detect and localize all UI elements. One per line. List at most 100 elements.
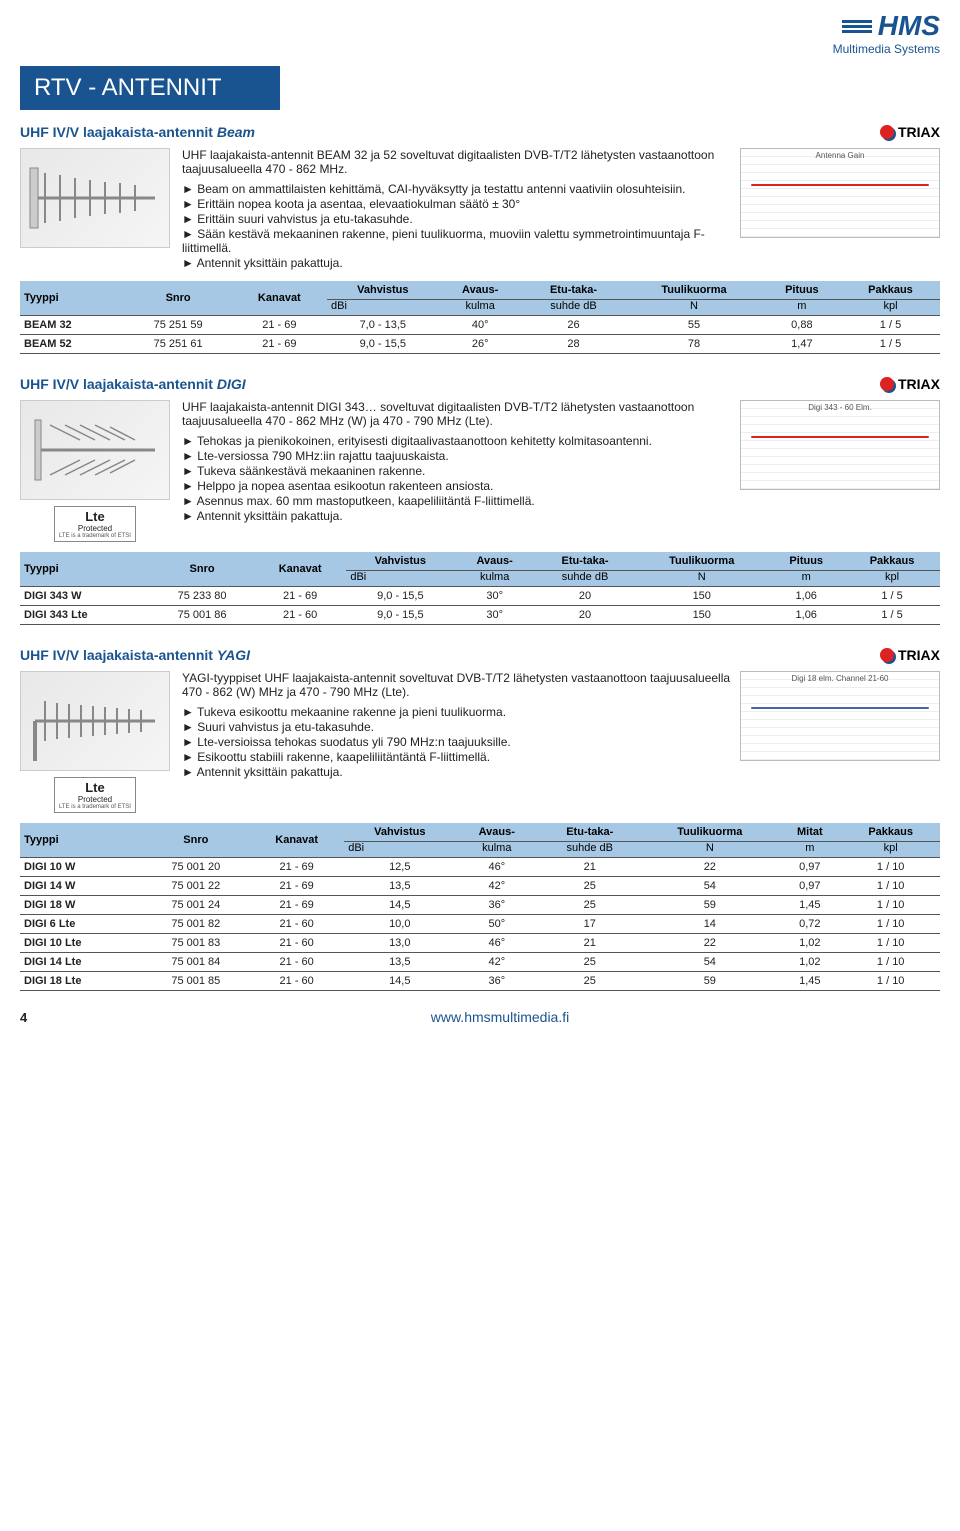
th: Avaus- (439, 281, 522, 300)
lte-text: Lte (85, 509, 105, 524)
th: Tyyppi (20, 823, 143, 858)
section1-gain-chart: Antenna Gain (740, 148, 940, 238)
th: Vahvistus (327, 281, 439, 300)
th: Pituus (763, 281, 841, 300)
antenna-digi-icon (25, 405, 165, 495)
table-cell: 55 (625, 316, 763, 335)
table-cell: 21 - 60 (249, 934, 344, 953)
triax-text: TRIAX (898, 124, 940, 140)
table-cell: 20 (535, 606, 635, 625)
th: Etu-taka- (522, 281, 625, 300)
th: Tuulikuorma (635, 552, 768, 571)
table-cell: 1,06 (768, 587, 844, 606)
section3-title-prefix: UHF IV/V laajakaista-antennit (20, 647, 217, 663)
th-sub: kulma (455, 842, 538, 858)
table-cell: 25 (538, 896, 641, 915)
th: Pakkaus (841, 281, 940, 300)
table-cell: 1 / 10 (841, 896, 940, 915)
table-row: DIGI 343 Lte75 001 8621 - 609,0 - 15,530… (20, 606, 940, 625)
table-cell: BEAM 52 (20, 335, 125, 354)
th-sub: N (625, 300, 763, 316)
table-cell: 50° (455, 915, 538, 934)
table-cell: 0,88 (763, 316, 841, 335)
table-cell: 21 - 60 (254, 606, 346, 625)
section2-content: Lte Protected LTE is a trademark of ETSI… (20, 400, 940, 542)
logo-subtitle: Multimedia Systems (833, 42, 940, 56)
th: Tyyppi (20, 552, 150, 587)
antenna-yagi-icon (25, 676, 165, 766)
table-row: DIGI 343 W75 233 8021 - 699,0 - 15,530°2… (20, 587, 940, 606)
table-row: BEAM 3275 251 5921 - 697,0 - 13,540°2655… (20, 316, 940, 335)
section2-title: UHF IV/V laajakaista-antennit DIGI (20, 376, 246, 392)
table-cell: 26° (439, 335, 522, 354)
table-cell: 36° (455, 896, 538, 915)
th: Pakkaus (841, 823, 940, 842)
triax-text: TRIAX (898, 647, 940, 663)
table-cell: 75 001 83 (143, 934, 250, 953)
table-cell: DIGI 343 Lte (20, 606, 150, 625)
table-cell: DIGI 10 Lte (20, 934, 143, 953)
table-cell: 75 233 80 (150, 587, 254, 606)
section2-gain-chart: Digi 343 - 60 Elm. (740, 400, 940, 490)
table-cell: 21 - 60 (249, 953, 344, 972)
table-cell: 21 (538, 934, 641, 953)
bullet: Asennus max. 60 mm mastoputkeen, kaapeli… (182, 494, 940, 508)
table-cell: 1,02 (778, 934, 841, 953)
table-cell: 21 - 60 (249, 972, 344, 991)
section2-title-prefix: UHF IV/V laajakaista-antennit (20, 376, 217, 392)
table-cell: 75 001 86 (150, 606, 254, 625)
th-sub: N (641, 842, 778, 858)
table-cell: 150 (635, 606, 768, 625)
triax-dot-icon (880, 648, 894, 662)
table-cell: 42° (455, 877, 538, 896)
bullet: Antennit yksittäin pakattuja. (182, 509, 940, 523)
table-cell: DIGI 14 Lte (20, 953, 143, 972)
table-row: DIGI 10 W75 001 2021 - 6912,546°21220,97… (20, 858, 940, 877)
section2-title-model: DIGI (217, 376, 246, 392)
table-cell: 0,97 (778, 858, 841, 877)
table-cell: 75 001 22 (143, 877, 250, 896)
chart3-title: Digi 18 elm. Channel 21-60 (743, 674, 937, 683)
table-cell: 1,45 (778, 896, 841, 915)
th: Mitat (778, 823, 841, 842)
table-cell: 7,0 - 13,5 (327, 316, 439, 335)
lte-caption: LTE is a trademark of ETSI (59, 533, 131, 539)
table-cell: 22 (641, 858, 778, 877)
th-sub: kulma (454, 571, 535, 587)
th: Vahvistus (346, 552, 454, 571)
table-cell: 75 001 84 (143, 953, 250, 972)
table-cell: 59 (641, 972, 778, 991)
table-cell: 75 251 59 (125, 316, 232, 335)
table-cell: 54 (641, 953, 778, 972)
section2-header: UHF IV/V laajakaista-antennit DIGI TRIAX (20, 376, 940, 392)
hms-logo: HMS Multimedia Systems (833, 10, 940, 56)
th: Snro (150, 552, 254, 587)
table-cell: 10,0 (344, 915, 455, 934)
table-row: DIGI 14 W75 001 2221 - 6913,542°25540,97… (20, 877, 940, 896)
table-row: DIGI 14 Lte75 001 8421 - 6013,542°25541,… (20, 953, 940, 972)
table-cell: 9,0 - 15,5 (346, 587, 454, 606)
triax-logo: TRIAX (880, 647, 940, 663)
table-cell: 13,5 (344, 953, 455, 972)
table-cell: 1 / 10 (841, 953, 940, 972)
section1-table: Tyyppi Snro Kanavat Vahvistus Avaus- Etu… (20, 281, 940, 354)
logo-text: HMS (878, 10, 940, 42)
table-cell: 21 - 69 (254, 587, 346, 606)
table-cell: 46° (455, 858, 538, 877)
section3-content: Lte Protected LTE is a trademark of ETSI… (20, 671, 940, 813)
table-row: BEAM 5275 251 6121 - 699,0 - 15,526°2878… (20, 335, 940, 354)
th: Tuulikuorma (641, 823, 778, 842)
table-cell: 21 - 69 (232, 335, 327, 354)
chart1-title: Antenna Gain (743, 151, 937, 160)
lte-badge: Lte Protected LTE is a trademark of ETSI (54, 777, 136, 813)
th-sub: m (763, 300, 841, 316)
table-cell: 9,0 - 15,5 (327, 335, 439, 354)
table-cell: 1,02 (778, 953, 841, 972)
th-sub: dBi (327, 300, 439, 316)
table-cell: 14 (641, 915, 778, 934)
table-cell: 13,5 (344, 877, 455, 896)
th-sub: dBi (346, 571, 454, 587)
triax-logo: TRIAX (880, 376, 940, 392)
section2-table: Tyyppi Snro Kanavat Vahvistus Avaus- Etu… (20, 552, 940, 625)
table-cell: 21 - 69 (232, 316, 327, 335)
